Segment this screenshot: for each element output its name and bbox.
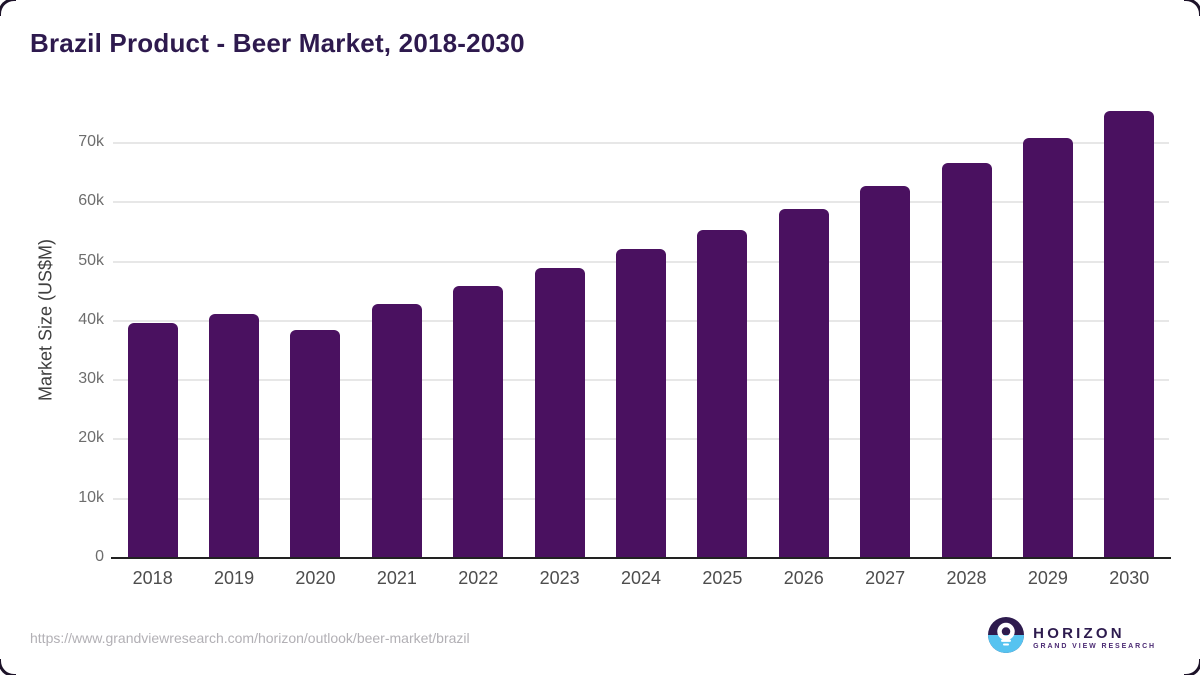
bar-2019[interactable] <box>209 313 260 557</box>
horizon-logo: HORIZON GRAND VIEW RESEARCH <box>988 617 1156 658</box>
x-tick-label-2023: 2023 <box>539 568 580 588</box>
x-tick-label-2024: 2024 <box>620 568 662 588</box>
y-tick-label-40k: 40k <box>78 310 104 328</box>
bar-2021[interactable] <box>371 303 422 557</box>
y-tick-label-20k: 20k <box>78 429 104 447</box>
x-axis-line <box>111 557 1171 559</box>
y-tick-label-10k: 10k <box>78 488 104 506</box>
x-tick-label-2021: 2021 <box>376 568 417 588</box>
x-tick-label-2020: 2020 <box>295 568 336 588</box>
x-tick-label-2026: 2026 <box>783 568 824 588</box>
frame-corner <box>0 0 16 16</box>
horizon-logo-icon <box>988 617 1025 658</box>
bar-2018[interactable] <box>127 322 178 557</box>
x-tick-label-2030: 2030 <box>1109 568 1150 588</box>
bar-2025[interactable] <box>697 229 748 557</box>
x-tick-label-2029: 2029 <box>1027 568 1068 588</box>
x-tick-label-2019: 2019 <box>214 568 255 588</box>
gridline-60k <box>113 201 1169 204</box>
chart-title: Brazil Product - Beer Market, 2018-2030 <box>30 28 525 58</box>
bar-2030[interactable] <box>1104 111 1155 557</box>
bar-2022[interactable] <box>453 285 504 557</box>
bar-2023[interactable] <box>534 267 585 557</box>
y-tick-label-30k: 30k <box>78 370 104 388</box>
x-tick-label-2028: 2028 <box>946 568 987 588</box>
bar-2027[interactable] <box>860 186 911 557</box>
bar-2026[interactable] <box>778 208 829 557</box>
gridline-70k <box>113 141 1169 144</box>
x-tick-label-2027: 2027 <box>865 568 906 588</box>
y-tick-label-50k: 50k <box>78 251 104 269</box>
bar-2020[interactable] <box>290 329 341 557</box>
y-tick-label-70k: 70k <box>78 132 104 150</box>
bar-2029[interactable] <box>1022 137 1073 557</box>
x-tick-label-2018: 2018 <box>132 568 173 588</box>
bar-2024[interactable] <box>616 248 666 557</box>
logo-name: HORIZON <box>1033 624 1125 642</box>
frame-corner <box>0 659 16 675</box>
y-tick-label-60k: 60k <box>78 192 104 210</box>
x-tick-label-2025: 2025 <box>702 568 743 588</box>
y-tick-label-0: 0 <box>95 548 104 565</box>
bar-2028[interactable] <box>941 162 992 557</box>
x-tick-label-2022: 2022 <box>458 568 499 588</box>
logo-subtitle: GRAND VIEW RESEARCH <box>1033 642 1156 650</box>
source-url: https://www.grandviewresearch.com/horizo… <box>30 630 470 646</box>
frame-corner <box>1184 0 1200 16</box>
